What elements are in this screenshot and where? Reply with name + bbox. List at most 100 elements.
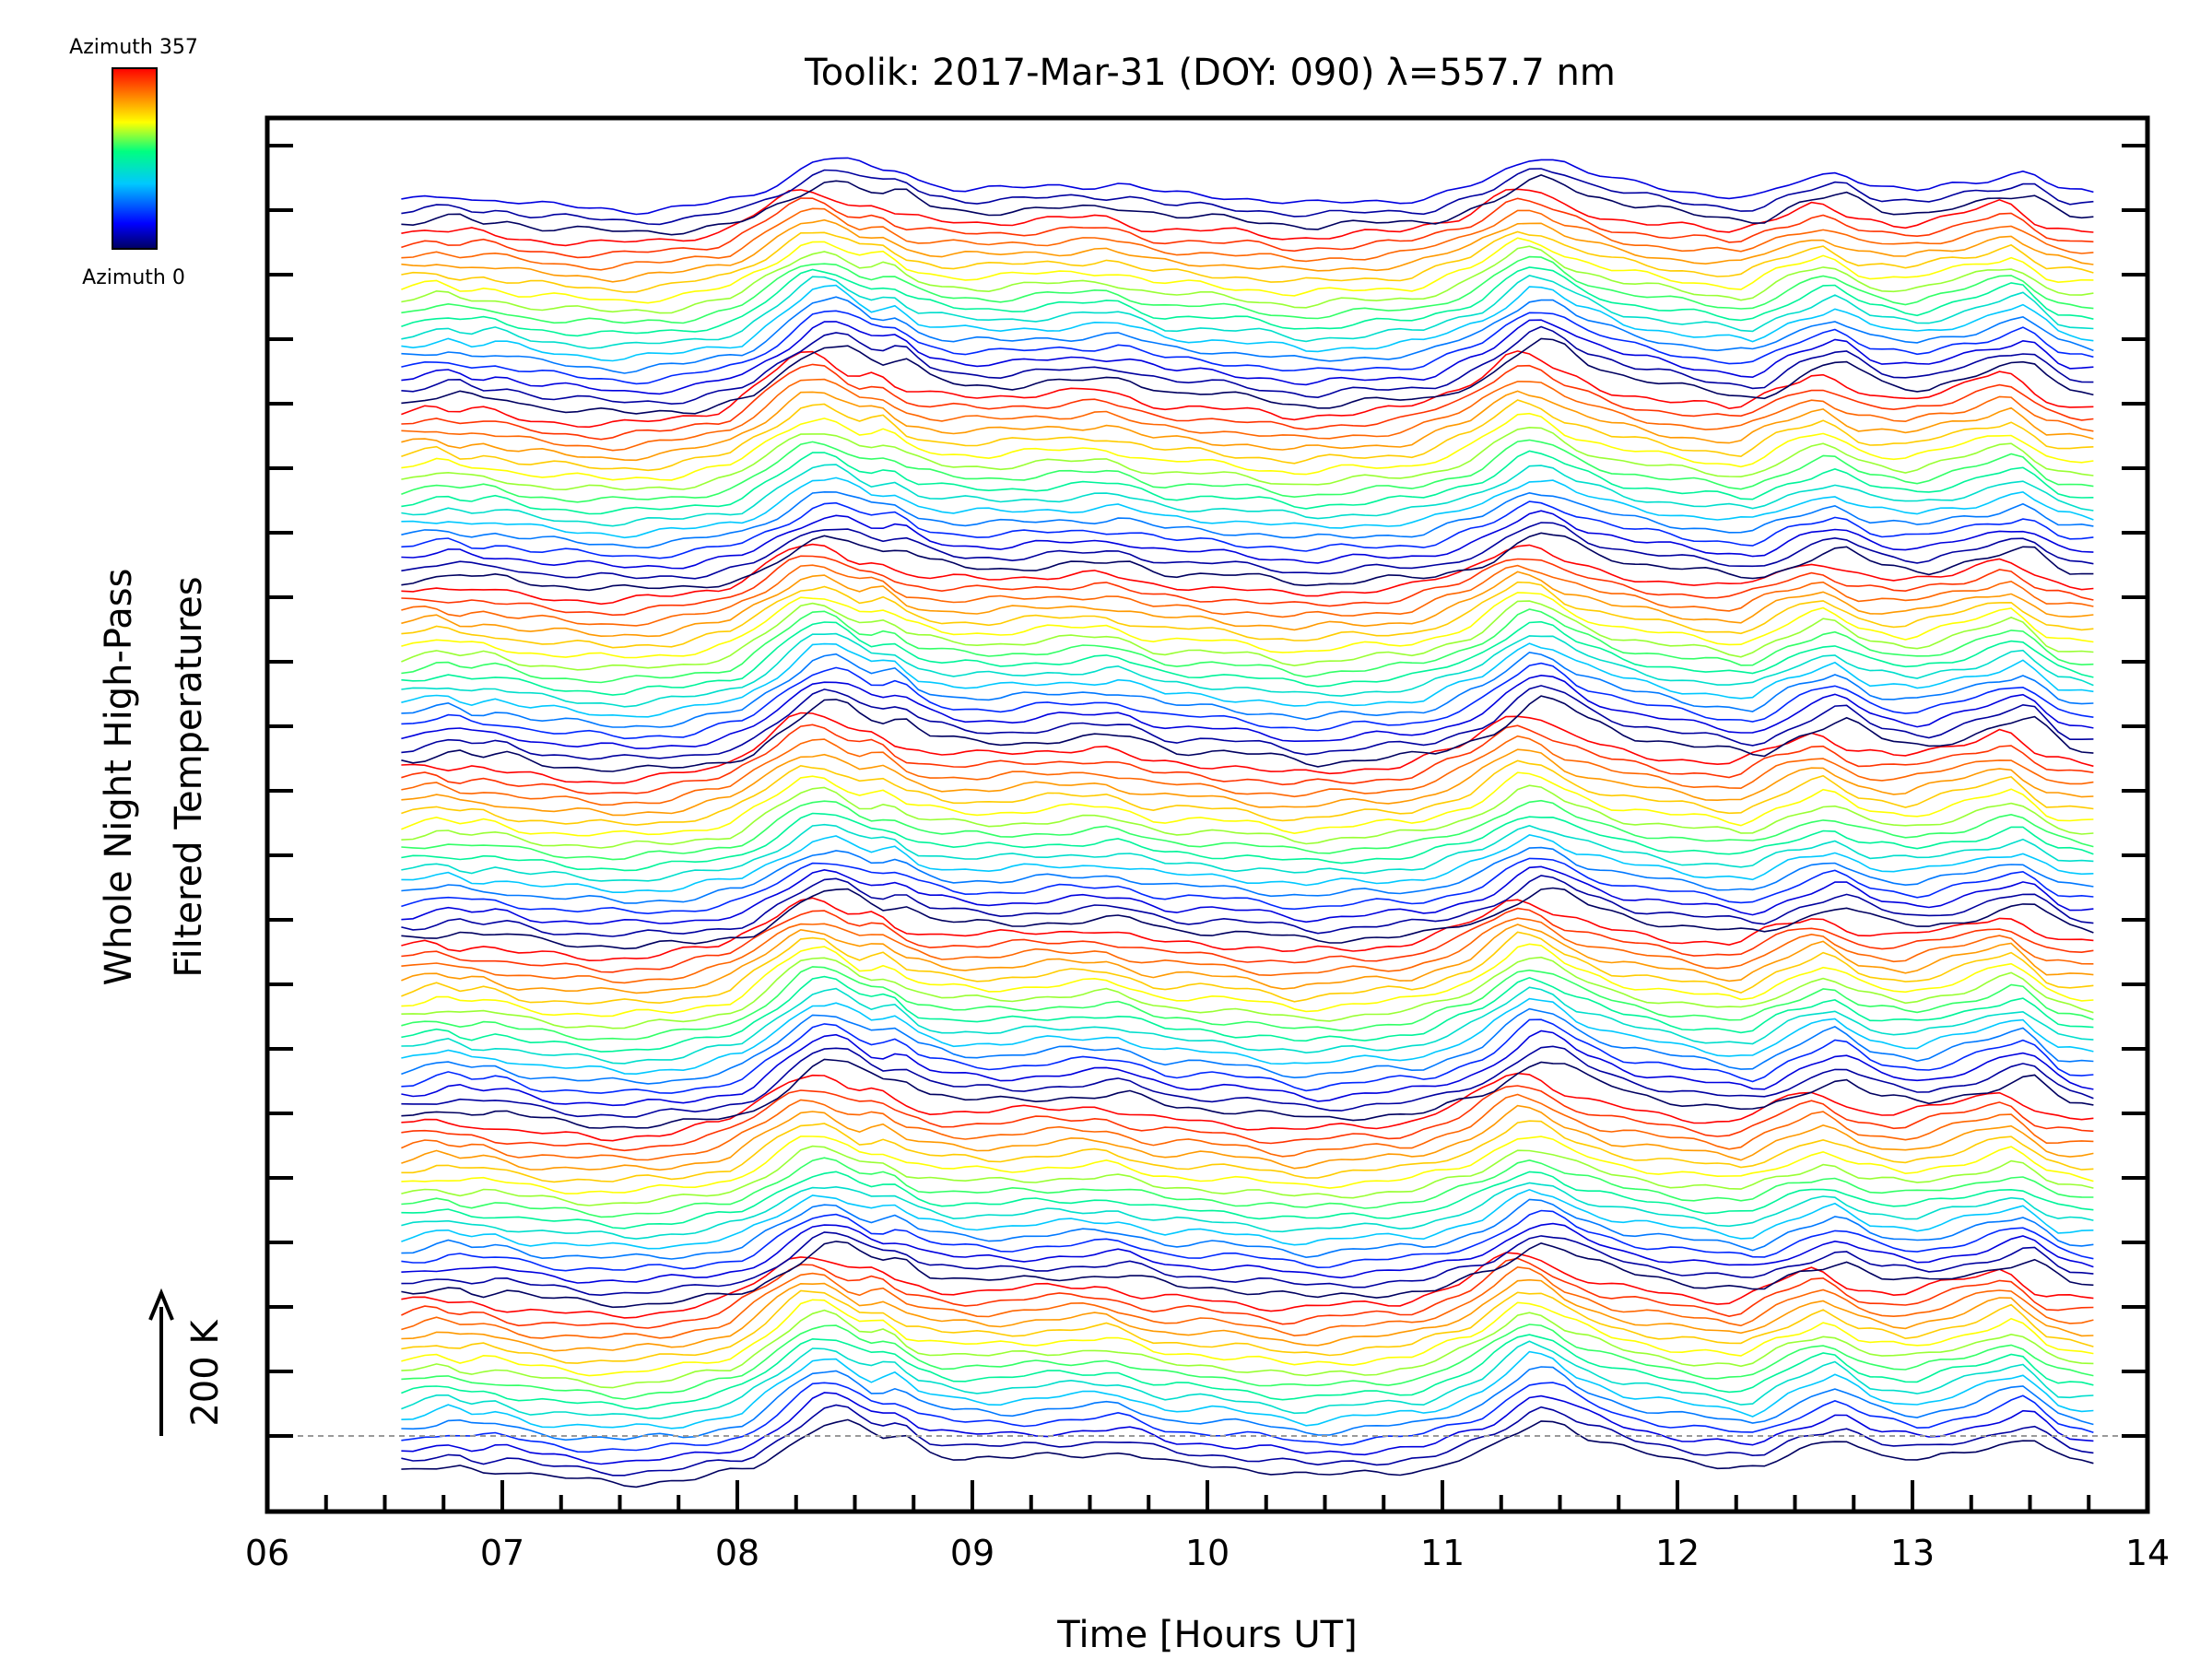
x-tick-label: 07	[480, 1533, 524, 1573]
colorbar: Azimuth 357 Azimuth 0	[69, 36, 198, 289]
y-axis-ticks	[267, 144, 2147, 1438]
series-line-azimuth-trace	[401, 759, 2094, 826]
series-line-azimuth-trace	[401, 245, 2094, 314]
series-line-azimuth-trace	[401, 571, 2094, 638]
series-line-azimuth-trace	[401, 1182, 2094, 1240]
series-line-azimuth-trace	[401, 197, 2094, 259]
y-axis-title-line2: Filtered Temperatures	[168, 576, 210, 977]
series-line-azimuth-trace	[401, 1120, 2094, 1183]
series-line-azimuth-trace	[401, 188, 2094, 247]
series-line-azimuth-trace	[401, 1222, 2094, 1284]
series-line-azimuth-trace	[401, 218, 2094, 283]
series-line-azimuth-trace	[401, 771, 2094, 837]
series-line-azimuth-trace	[401, 500, 2094, 559]
series-line-azimuth-trace	[401, 674, 2094, 749]
series-line-azimuth-trace	[401, 784, 2094, 849]
series-line-azimuth-trace	[401, 337, 2094, 415]
series-line-azimuth-trace	[401, 834, 2094, 893]
x-tick-labels: 06 07 08 09 10 11 12 13 14	[245, 1533, 2170, 1573]
series-line-azimuth-trace	[401, 1257, 2094, 1329]
series-line-azimuth-trace	[401, 564, 2094, 627]
series-line-azimuth-trace	[401, 1278, 2094, 1352]
series-line-azimuth-trace	[401, 1104, 2094, 1171]
series-line-azimuth-trace	[401, 956, 2094, 1030]
series-line-azimuth-trace	[401, 439, 2094, 503]
series-line-azimuth-trace	[401, 1135, 2094, 1194]
series-line-azimuth-trace	[401, 255, 2094, 324]
series-line-azimuth-trace	[401, 1145, 2094, 1206]
series-line-azimuth-trace	[401, 490, 2094, 549]
series-line-azimuth-trace	[401, 284, 2094, 362]
series-line-azimuth-trace	[401, 943, 2094, 1018]
series-line-azimuth-trace	[401, 642, 2094, 718]
series-line-azimuth-trace	[401, 581, 2094, 649]
series-line-azimuth-trace	[401, 555, 2094, 617]
series-line-azimuth-trace	[401, 230, 2094, 293]
scale-arrow-head	[148, 1288, 174, 1321]
series-line-azimuth-trace	[401, 875, 2094, 937]
x-tick-label: 12	[1655, 1533, 1700, 1573]
series-line-azimuth-trace	[401, 975, 2094, 1053]
series-line-azimuth-trace	[401, 608, 2094, 684]
series-line-azimuth-trace	[401, 532, 2094, 592]
series-line-azimuth-trace	[401, 1241, 2094, 1309]
series-line-azimuth-trace	[401, 685, 2094, 760]
x-tick-label: 09	[950, 1533, 994, 1573]
series-line-azimuth-trace	[401, 907, 2094, 973]
series-line-azimuth-trace	[401, 1265, 2094, 1339]
y-axis-title-line1: Whole Night High-Pass	[98, 569, 140, 986]
series-line-azimuth-trace	[401, 1030, 2094, 1107]
series-line-azimuth-trace	[401, 724, 2094, 795]
series-line-azimuth-trace	[401, 378, 2094, 452]
series-line-azimuth-trace	[401, 846, 2094, 904]
series-line-azimuth-trace	[401, 1309, 2094, 1389]
series-line-azimuth-trace	[401, 1085, 2094, 1152]
x-axis-title: Time [Hours UT]	[1056, 1614, 1357, 1656]
colorbar-swatch	[112, 67, 158, 250]
traces-group	[401, 157, 2094, 1488]
series-line-azimuth-trace	[401, 266, 2094, 337]
series-line-azimuth-trace	[401, 237, 2094, 304]
series-line-azimuth-trace	[401, 1157, 2094, 1218]
series-line-azimuth-trace	[401, 1209, 2094, 1272]
series-line-azimuth-trace	[401, 1334, 2094, 1410]
series-line-azimuth-trace	[401, 748, 2094, 817]
series-line-azimuth-trace	[401, 1045, 2094, 1118]
series-line-azimuth-trace	[401, 986, 2094, 1065]
series-line-azimuth-trace	[401, 1392, 2094, 1465]
series-line-azimuth-trace	[401, 1093, 2094, 1161]
series-line-azimuth-trace	[401, 1299, 2094, 1377]
scale-bar-label: 200 K	[184, 1319, 227, 1427]
series-line-azimuth-trace	[401, 592, 2094, 659]
series-line-azimuth-trace	[401, 510, 2094, 570]
series-line-azimuth-trace	[401, 1252, 2094, 1319]
chart-title: Toolik: 2017-Mar-31 (DOY: 090) λ=557.7 n…	[804, 52, 1616, 94]
series-line-azimuth-trace	[401, 363, 2094, 441]
series-line-azimuth-trace	[401, 917, 2094, 984]
series-line-azimuth-trace	[401, 966, 2094, 1041]
series-line-azimuth-trace	[401, 275, 2094, 349]
series-line-azimuth-trace	[401, 1058, 2094, 1129]
series-line-azimuth-trace	[401, 1007, 2094, 1085]
series-line-azimuth-trace	[401, 600, 2094, 671]
series-line-azimuth-trace	[401, 1198, 2094, 1260]
series-line-azimuth-trace	[401, 1231, 2094, 1297]
series-line-azimuth-trace	[401, 168, 2094, 226]
series-line-azimuth-trace	[401, 522, 2094, 580]
series-line-azimuth-trace	[401, 1171, 2094, 1230]
x-tick-label: 06	[245, 1533, 289, 1573]
x-axis	[265, 1480, 2149, 1512]
series-line-azimuth-trace	[401, 897, 2094, 962]
series-line-azimuth-trace	[401, 1018, 2094, 1094]
series-line-azimuth-trace	[401, 1289, 2094, 1364]
series-line-azimuth-trace	[401, 1366, 2094, 1441]
series-line-azimuth-trace	[401, 931, 2094, 1005]
series-line-azimuth-trace	[401, 325, 2094, 406]
x-tick-label: 13	[1890, 1533, 1935, 1573]
series-line-azimuth-trace	[401, 924, 2094, 994]
series-line-azimuth-trace	[401, 350, 2094, 429]
series-line-azimuth-trace	[401, 412, 2094, 481]
series-line-azimuth-trace	[401, 651, 2094, 728]
series-line-azimuth-trace	[401, 1350, 2094, 1430]
colorbar-bottom-label: Azimuth 0	[82, 266, 185, 289]
